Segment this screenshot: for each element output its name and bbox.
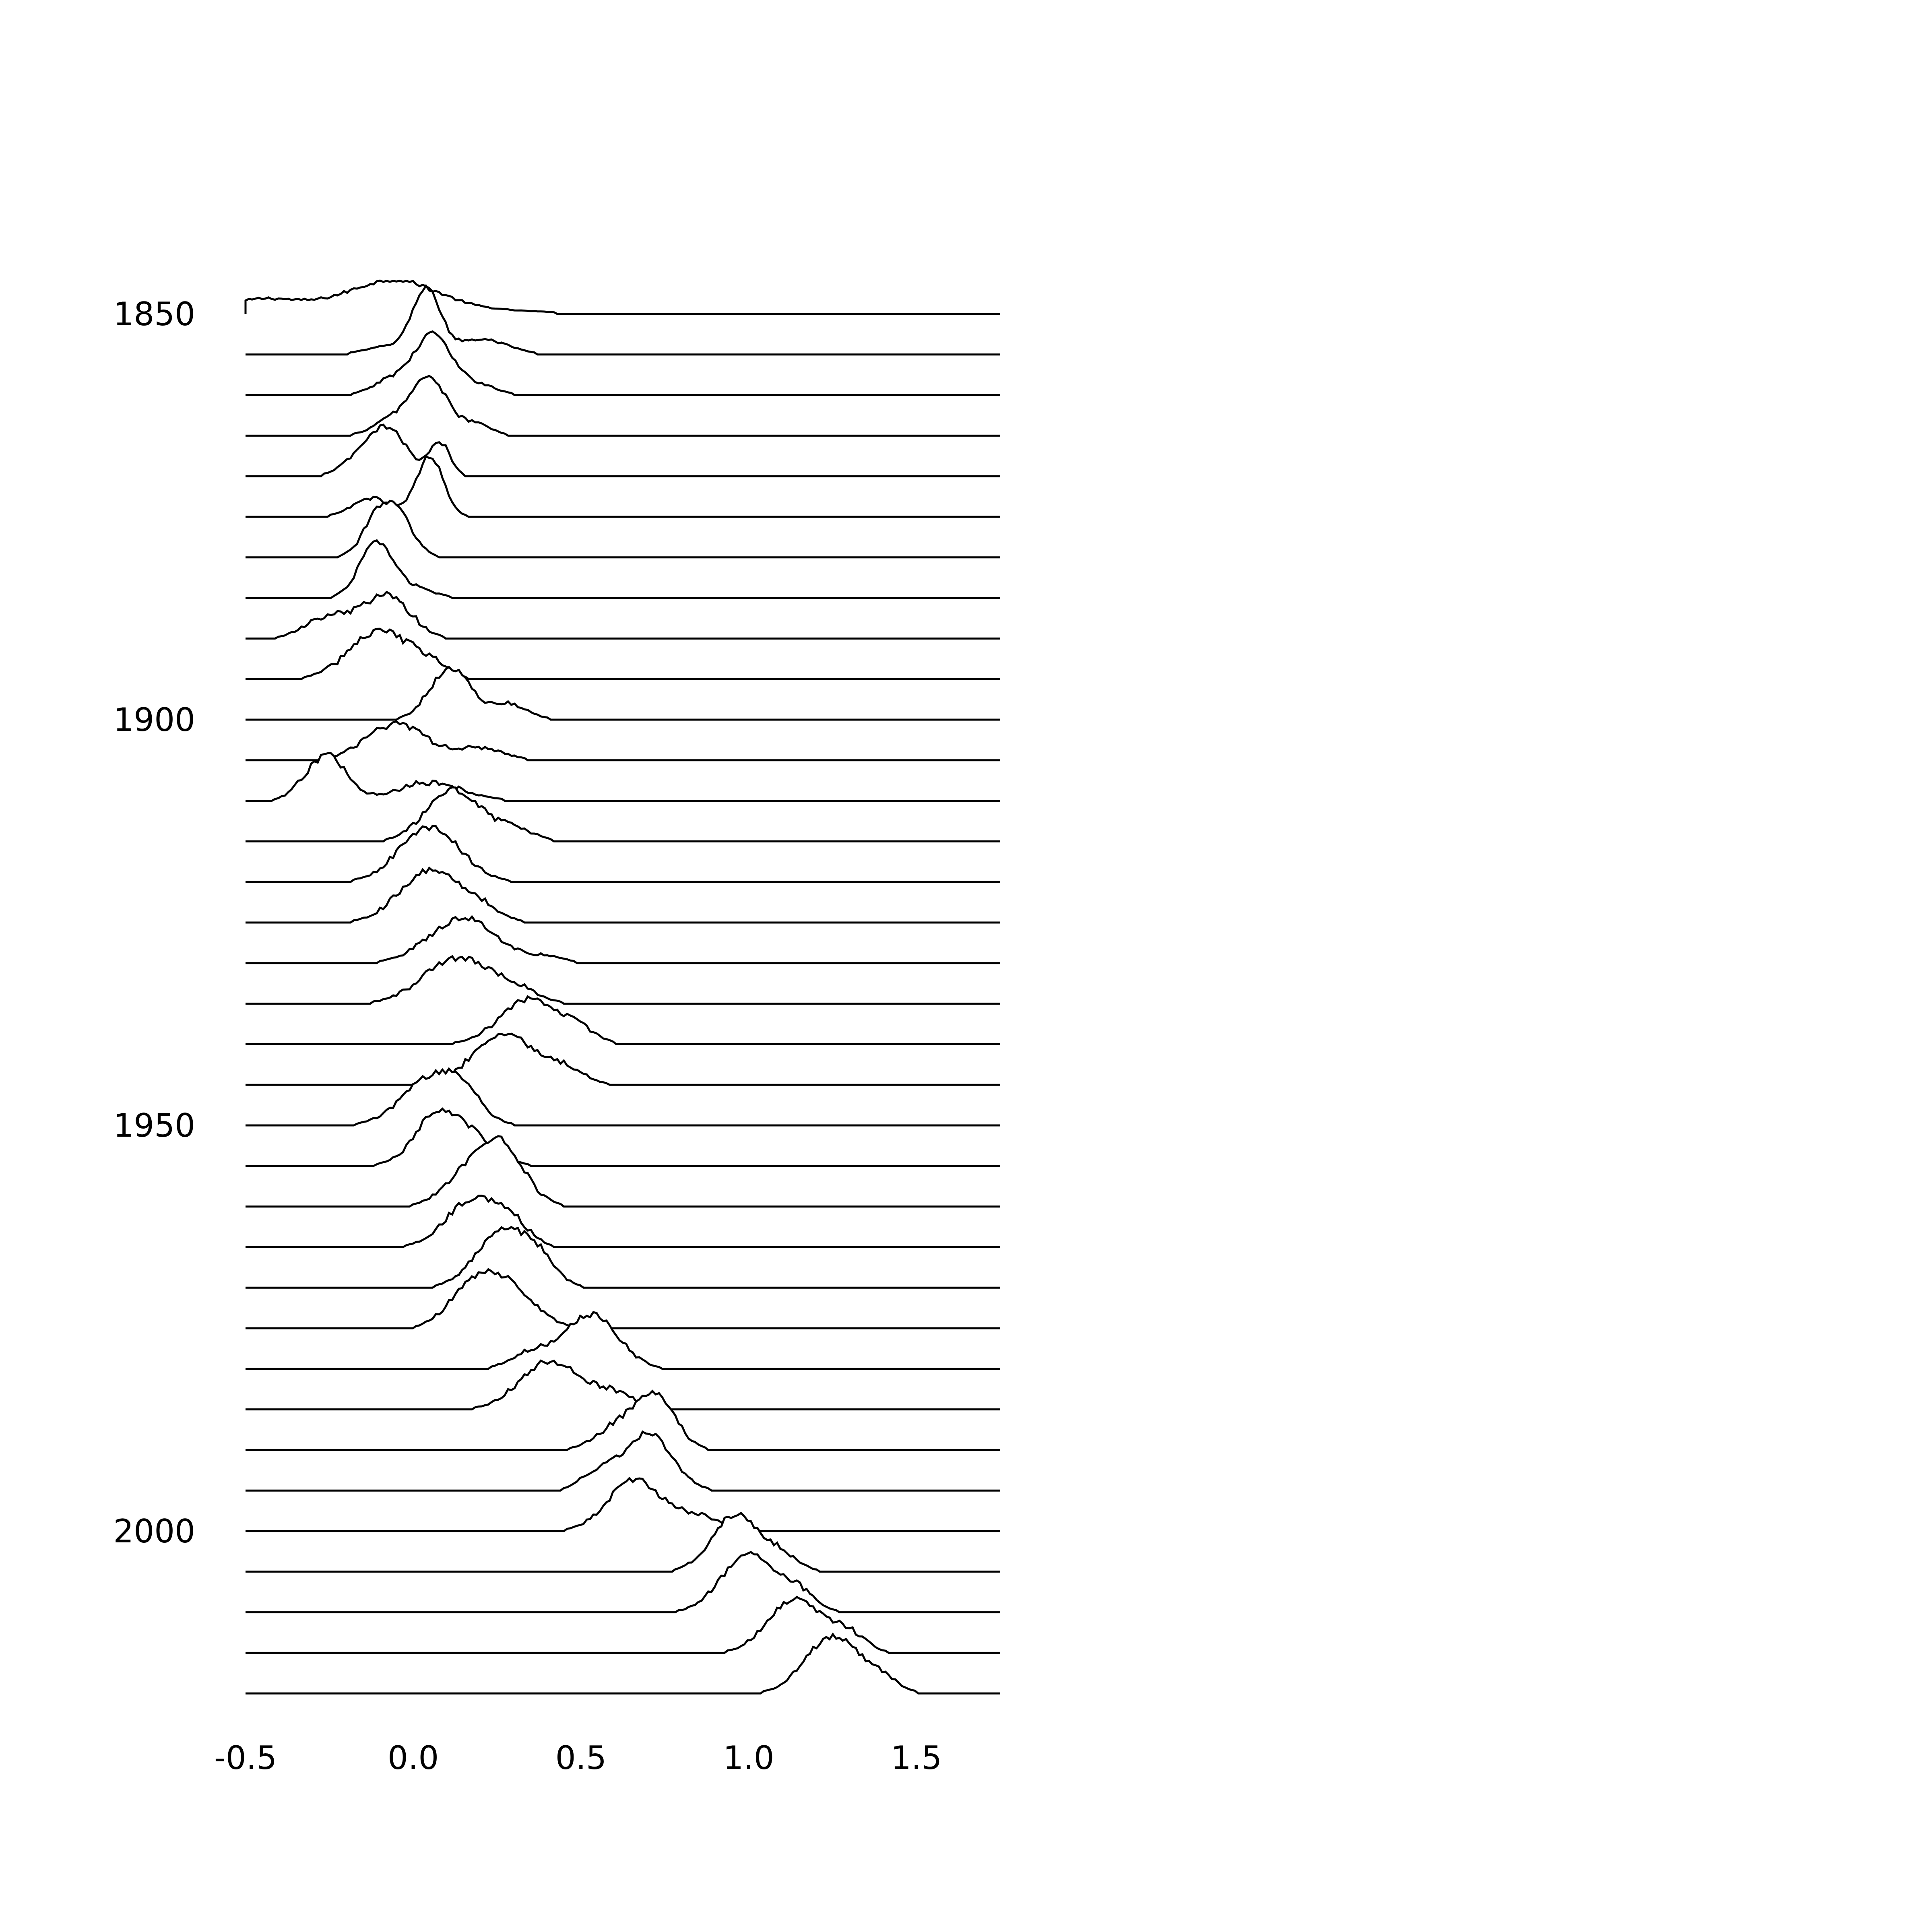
ridge-1935 [246, 955, 1000, 1005]
ridge-2005 [246, 1512, 1000, 1573]
y-tick-label-1850: 1850 [113, 295, 195, 333]
ridge-1890 [246, 590, 1000, 640]
y-axis-tick-labels: 1850 1900 1950 2000 [113, 295, 195, 1550]
ridge-1900 [246, 666, 1000, 721]
ridge-1895 [246, 627, 1000, 680]
ridge-2000 [246, 1476, 1000, 1532]
ridge-1920 [246, 825, 1000, 883]
x-tick-label--0.5: -0.5 [214, 1739, 277, 1777]
ridge-1985 [246, 1359, 1000, 1411]
ridge-2020 [246, 1632, 1000, 1695]
ridge-1965 [246, 1195, 1000, 1248]
ridge-1960 [246, 1135, 1000, 1208]
ridge-1925 [246, 866, 1000, 924]
y-tick-label-1900: 1900 [113, 701, 195, 739]
ridge-1995 [246, 1430, 1000, 1492]
x-tick-label-0.0: 0.0 [388, 1739, 439, 1777]
ridge-1970 [246, 1226, 1000, 1289]
ridge-1875 [246, 455, 1000, 518]
ridge-1885 [246, 539, 1000, 599]
ridge-1955 [246, 1107, 1000, 1167]
x-tick-label-0.5: 0.5 [555, 1739, 607, 1777]
y-tick-label-1950: 1950 [113, 1107, 195, 1144]
ridge-1880 [246, 500, 1000, 559]
ridge-1930 [246, 915, 1000, 964]
ridge-1945 [246, 1032, 1000, 1086]
x-axis-tick-labels: -0.5 0.0 0.5 1.0 1.5 [214, 1739, 942, 1777]
ridge-1865 [246, 375, 1000, 437]
ridge-1990 [246, 1389, 1000, 1451]
ridge-1910 [246, 752, 1000, 802]
ridge-1975 [246, 1268, 1000, 1329]
ridge-1980 [246, 1311, 1000, 1370]
x-tick-label-1.5: 1.5 [891, 1739, 942, 1777]
x-tick-label-1.0: 1.0 [723, 1739, 774, 1777]
ridge-1940 [246, 995, 1000, 1045]
ridge-1950 [246, 1067, 1000, 1127]
ridge-1850 [244, 279, 1000, 315]
ridge-2015 [246, 1596, 1000, 1654]
ridge-1905 [246, 720, 1000, 762]
ridge-1860 [246, 330, 1000, 396]
ridge-2010 [246, 1551, 1000, 1614]
ridges-layer [244, 279, 1000, 1695]
y-tick-label-2000: 2000 [113, 1513, 195, 1550]
